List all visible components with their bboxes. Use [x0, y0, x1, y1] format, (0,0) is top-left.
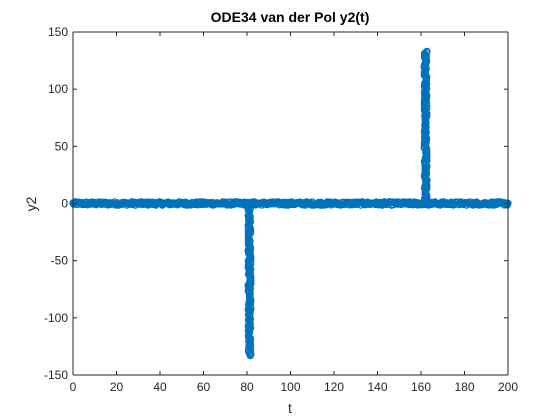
- y-axis-label: y2: [23, 196, 39, 211]
- data-point: [423, 47, 431, 56]
- x-tick-label: 40: [153, 380, 167, 394]
- axes: 0 20 40 60 80 100 120 140 160 180 200 -150 -100 -50 0 5…: [44, 25, 518, 394]
- y-tick-label: 150: [48, 25, 68, 39]
- x-tick-label: 80: [240, 380, 254, 394]
- x-tick-label: 100: [280, 380, 300, 394]
- x-tick-label: 60: [197, 380, 211, 394]
- y-tick-label: 50: [55, 139, 69, 153]
- y-tick-label: -100: [44, 311, 68, 325]
- y-tick-label: -150: [44, 368, 68, 382]
- x-tick-label: 0: [70, 380, 77, 394]
- x-tick-label: 140: [367, 380, 387, 394]
- y-tick-label: 0: [61, 197, 68, 211]
- x-tick-label: 160: [411, 380, 431, 394]
- x-tick-label: 180: [454, 380, 474, 394]
- x-axis-label: t: [288, 400, 292, 416]
- chart-title: ODE34 van der Pol y2(t): [211, 9, 370, 25]
- data-marks: [69, 47, 512, 360]
- x-tick-label: 120: [324, 380, 344, 394]
- y-tick-label: -50: [51, 254, 69, 268]
- y-tick-label: 100: [48, 82, 68, 96]
- x-tick-label: 200: [498, 380, 518, 394]
- x-tick-label: 20: [110, 380, 124, 394]
- data-point: [391, 198, 399, 206]
